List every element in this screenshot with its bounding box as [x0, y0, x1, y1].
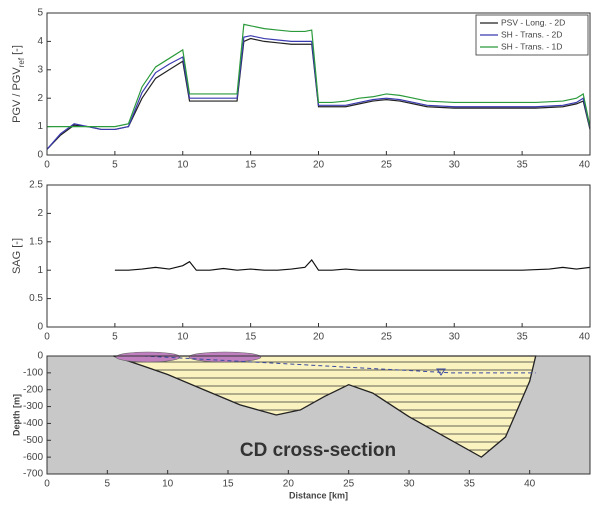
- y-tick-label: 5: [37, 8, 43, 19]
- plot-frame: [46, 355, 591, 475]
- y-tick-label: 0: [37, 150, 43, 161]
- y-axis-label: SAG [-]: [11, 238, 23, 274]
- x-axis-label: Distance [km]: [289, 490, 348, 500]
- x-tick-label: 0: [44, 332, 50, 343]
- water-marker: [436, 368, 446, 376]
- y-axis-label: Depth [m]: [11, 394, 21, 436]
- y-tick-label: 2: [37, 208, 43, 219]
- x-tick-label: 15: [245, 332, 257, 343]
- y-label-part: [-]: [11, 45, 23, 55]
- plot-frame: [46, 12, 591, 156]
- y-tick-label: -500: [23, 435, 43, 446]
- y-tick-label: 0.5: [29, 293, 43, 304]
- series-line: [114, 259, 591, 271]
- legend-label: PSV - Long. - 2D: [501, 17, 565, 27]
- y-tick-label: 2.5: [29, 180, 43, 191]
- panel: 0 5 10 15 20 25 30 35 40 0 1 2 3 4 5 PSV - Long. - 2D SH…: [11, 8, 591, 171]
- x-tick-label: 20: [313, 332, 325, 343]
- x-tick-label: 40: [579, 160, 591, 171]
- x-tick-label: 10: [177, 332, 189, 343]
- legend-label: SH - Trans. - 1D: [501, 41, 562, 51]
- x-tick-label: 10: [177, 160, 189, 171]
- y-tick-label: 1.5: [29, 236, 43, 247]
- x-tick-label: 35: [464, 479, 476, 490]
- y-tick-label: -200: [23, 384, 43, 395]
- plot-frame: [46, 184, 591, 328]
- x-tick-label: 20: [313, 160, 325, 171]
- x-tick-label: 40: [579, 332, 591, 343]
- x-tick-label: 35: [517, 332, 529, 343]
- legend-box: [475, 14, 589, 56]
- legend: PSV - Long. - 2D SH - Trans. - 2D SH - Tra…: [475, 14, 589, 56]
- x-tick-label: 10: [162, 479, 174, 490]
- x-tick-label: 15: [245, 160, 257, 171]
- panel: 0 5 10 15 20 25 30 35 40 0 0.5 1 1.5 2 2.5 SAG [-]: [11, 180, 591, 343]
- y-tick-label: -300: [23, 401, 43, 412]
- x-tick-label: 0: [44, 479, 50, 490]
- x-tick-label: 20: [283, 479, 295, 490]
- x-tick-label: 40: [524, 479, 536, 490]
- y-tick-label: 1: [37, 265, 43, 276]
- series-line: [47, 23, 591, 128]
- panel: 0 5 10 15 20 25 30 35 40 0 -100 -200 -300 -400 -500 -60…: [11, 351, 591, 500]
- y-tick-label: 0: [37, 322, 43, 333]
- sediment-lens: [115, 351, 181, 363]
- x-tick-label: 35: [517, 160, 529, 171]
- y-tick-label: -100: [23, 367, 43, 378]
- x-tick-label: 5: [112, 160, 118, 171]
- x-tick-label: 5: [112, 332, 118, 343]
- basin: [113, 355, 537, 458]
- water-table: [143, 355, 536, 374]
- y-tick-label: 0: [37, 351, 43, 362]
- y-tick-label: -700: [23, 469, 43, 480]
- x-tick-label: 30: [403, 479, 415, 490]
- annotation: CD cross-section: [240, 440, 396, 461]
- y-axis-label: PGV / PGVref [-]: [11, 45, 26, 123]
- x-tick-label: 25: [381, 332, 393, 343]
- x-tick-label: 25: [381, 160, 393, 171]
- y-tick-label: 2: [37, 93, 43, 104]
- x-tick-label: 25: [343, 479, 355, 490]
- x-tick-label: 15: [222, 479, 234, 490]
- y-label-part: ref: [17, 57, 26, 67]
- x-tick-label: 0: [44, 160, 50, 171]
- y-tick-label: 4: [37, 36, 43, 47]
- y-tick-label: 3: [37, 64, 43, 75]
- y-label-part: PGV / PGV: [11, 67, 23, 123]
- y-tick-label: -600: [23, 452, 43, 463]
- x-tick-label: 30: [449, 160, 461, 171]
- x-tick-label: 5: [105, 479, 111, 490]
- y-tick-label: 1: [37, 121, 43, 132]
- series-line: [46, 35, 591, 150]
- x-tick-label: 30: [449, 332, 461, 343]
- legend-label: SH - Trans. - 2D: [501, 29, 562, 39]
- y-tick-label: -400: [23, 418, 43, 429]
- sediment-lens: [188, 351, 262, 363]
- series-line: [46, 37, 591, 150]
